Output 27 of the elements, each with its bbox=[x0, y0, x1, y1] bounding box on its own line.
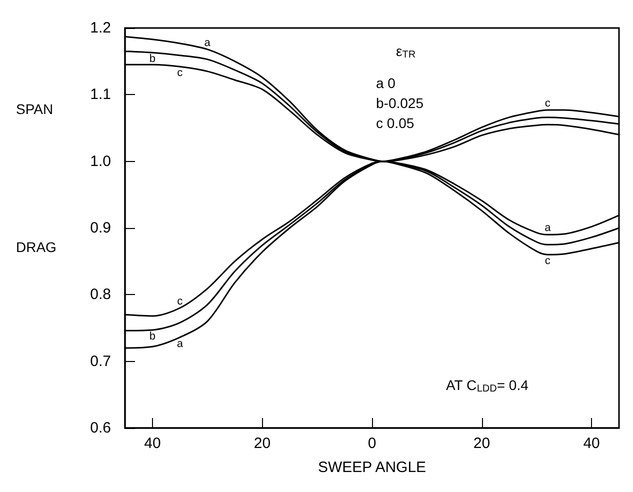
x-tick-label: 20 bbox=[254, 435, 271, 452]
text: c bbox=[544, 98, 550, 110]
y-tick-label: 0.7 bbox=[90, 352, 111, 370]
series-label: c bbox=[177, 67, 184, 80]
annotation: c 0.05 bbox=[376, 115, 414, 131]
y-tick-label: 1.1 bbox=[90, 86, 111, 104]
text: a bbox=[176, 338, 183, 350]
y-tick-label: 1.2 bbox=[90, 20, 111, 36]
series-label: a bbox=[544, 222, 552, 234]
text: SPAN bbox=[16, 101, 54, 117]
y-tick-label: 0.9 bbox=[90, 220, 111, 236]
annotation: a 0 bbox=[376, 75, 396, 91]
x-tick-label: 40 bbox=[144, 435, 161, 452]
text: DRAG bbox=[16, 239, 56, 255]
y-tick-label: 0.6 bbox=[90, 420, 111, 436]
x-tick-label: 0 bbox=[368, 435, 376, 452]
series-label: c bbox=[544, 255, 551, 268]
x-axis-title: SWEEP ANGLE bbox=[318, 459, 426, 476]
series-label: b bbox=[149, 53, 156, 66]
y-tick-label: 0.8 bbox=[90, 286, 111, 304]
x-tick-label: 20 bbox=[473, 435, 490, 452]
text: c bbox=[177, 296, 183, 308]
x-tick-label: 40 bbox=[583, 435, 600, 452]
series-label: b bbox=[149, 330, 156, 342]
series-label: a bbox=[204, 36, 212, 49]
annotation: b-0.025 bbox=[376, 95, 424, 111]
y-tick-label: 1.0 bbox=[90, 152, 111, 170]
